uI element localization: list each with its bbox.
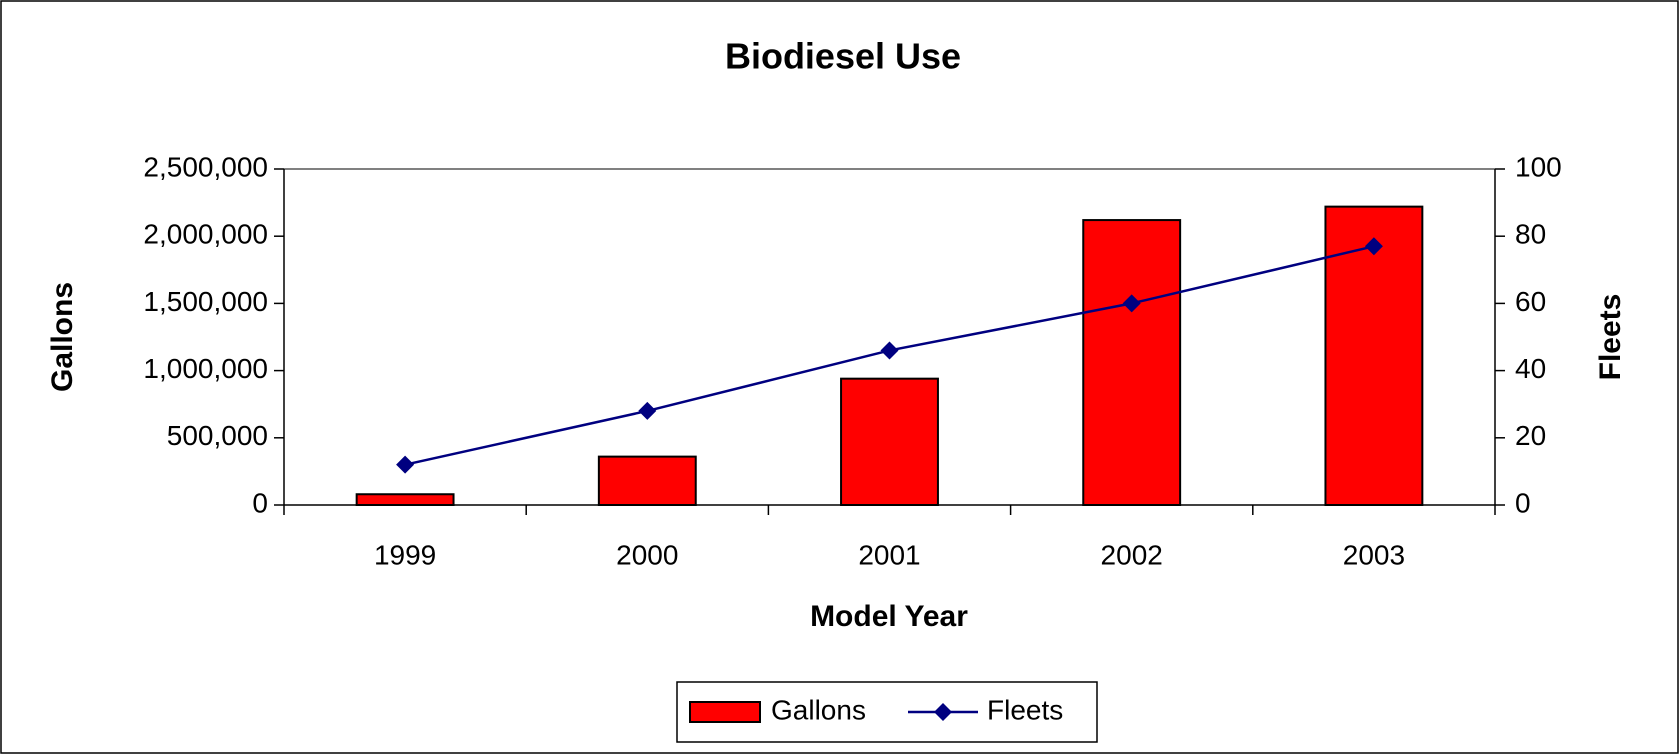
- x-tick-label: 1999: [374, 539, 436, 570]
- x-tick-label: 2002: [1101, 539, 1163, 570]
- legend-marker: [934, 703, 952, 721]
- bar: [355, 493, 455, 506]
- legend-label: Fleets: [987, 694, 1063, 725]
- line-marker: [396, 455, 415, 474]
- line-marker: [638, 401, 657, 420]
- x-tick-label: 2000: [616, 539, 678, 570]
- y2-tick-label: 0: [1515, 487, 1531, 518]
- y2-tick-label: 60: [1515, 286, 1546, 317]
- y-tick-label: 1,500,000: [143, 286, 268, 317]
- y2-tick-label: 80: [1515, 219, 1546, 250]
- x-axis-title: Model Year: [810, 600, 968, 633]
- chart-title: Biodiesel Use: [725, 36, 961, 77]
- y2-tick-label: 20: [1515, 420, 1546, 451]
- bar: [1082, 219, 1182, 507]
- bar: [597, 455, 697, 506]
- x-tick-label: 2001: [858, 539, 920, 570]
- y2-axis-title: Fleets: [1594, 294, 1627, 381]
- legend-label: Gallons: [771, 694, 866, 725]
- bar: [840, 377, 939, 506]
- y-tick-label: 1,000,000: [143, 353, 268, 384]
- y-tick-label: 0: [252, 487, 268, 518]
- line-marker: [1122, 294, 1141, 313]
- y-tick-label: 500,000: [167, 420, 268, 451]
- legend-swatch: [689, 701, 761, 723]
- y2-tick-label: 100: [1515, 151, 1562, 182]
- line-marker: [880, 341, 899, 360]
- x-tick-label: 2003: [1343, 539, 1405, 570]
- y-tick-label: 2,500,000: [143, 151, 268, 182]
- y-tick-label: 2,000,000: [143, 219, 268, 250]
- line-marker: [1364, 237, 1383, 256]
- y-axis-title: Gallons: [46, 282, 79, 392]
- y2-tick-label: 40: [1515, 353, 1546, 384]
